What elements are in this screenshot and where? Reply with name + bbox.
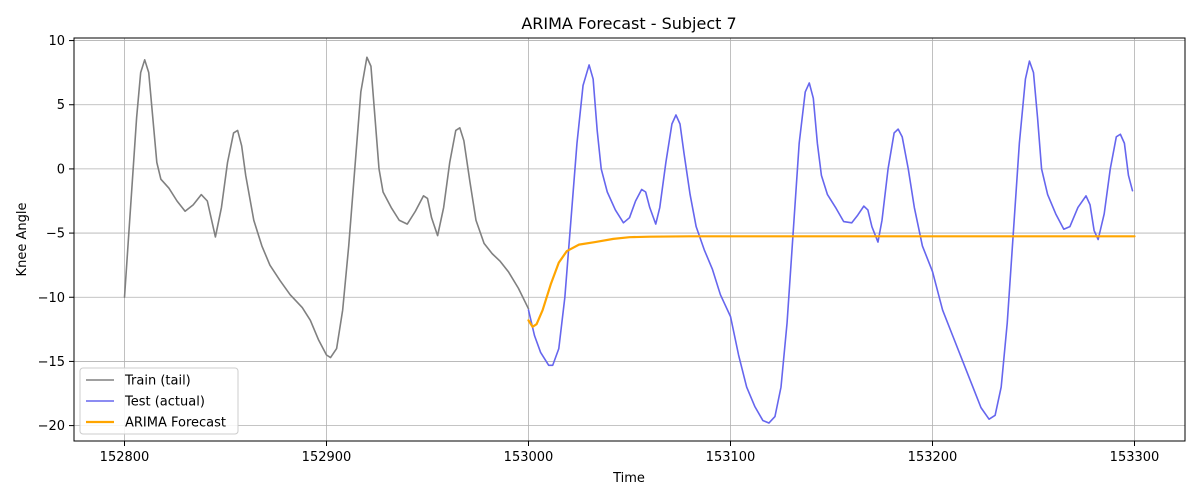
grid [74, 38, 1185, 441]
y-axis: −20 −15 −10 −5 0 5 10 [38, 34, 74, 434]
legend-entry-label: ARIMA Forecast [125, 416, 226, 431]
series-line-train-tail [123, 56, 530, 359]
legend-entry-label: Test (actual) [124, 395, 205, 410]
x-tick-label: 153200 [908, 450, 958, 465]
x-axis-label: Time [612, 471, 645, 486]
x-tick-label: 153100 [706, 450, 756, 465]
chart-title: ARIMA Forecast - Subject 7 [521, 14, 736, 33]
legend-entry-label: Train (tail) [124, 374, 191, 389]
x-tick-label: 152800 [100, 450, 150, 465]
y-tick-label: 10 [48, 34, 65, 49]
y-tick-label: −20 [38, 419, 65, 434]
y-tick-label: 5 [57, 98, 65, 113]
plot-frame [73, 37, 1186, 442]
y-tick-label: −15 [38, 355, 65, 370]
x-tick-label: 153000 [504, 450, 554, 465]
y-tick-label: −10 [38, 291, 65, 306]
series-line-arima-forecast [527, 235, 1136, 328]
y-tick-label: 0 [57, 162, 65, 177]
x-tick-label: 153300 [1110, 450, 1160, 465]
y-tick-label: −5 [46, 227, 65, 242]
y-axis-label: Knee Angle [15, 203, 30, 277]
series-layer [123, 56, 1136, 424]
x-tick-label: 152900 [302, 450, 352, 465]
legend: Train (tail) Test (actual) ARIMA Forecast [79, 367, 239, 435]
legend-box [79, 367, 239, 435]
x-axis: 152800 152900 153000 153100 153200 153300 [100, 441, 1160, 465]
series-line-test-actual [527, 60, 1134, 424]
